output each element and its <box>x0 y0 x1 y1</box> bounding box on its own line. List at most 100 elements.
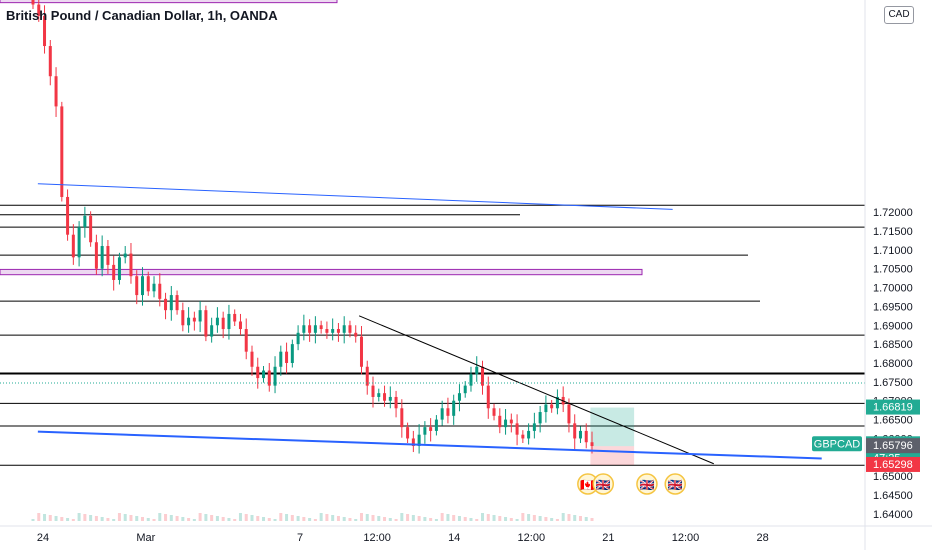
candle[interactable] <box>498 415 502 428</box>
candle[interactable] <box>504 419 508 428</box>
candle[interactable] <box>285 351 289 363</box>
uk-flag-icon[interactable] <box>592 473 615 495</box>
candle[interactable] <box>215 317 219 326</box>
candle[interactable] <box>354 332 358 337</box>
candle[interactable] <box>31 0 35 5</box>
candle[interactable] <box>463 385 467 394</box>
candle[interactable] <box>319 325 323 330</box>
candle[interactable] <box>296 332 300 345</box>
candle[interactable] <box>89 215 93 243</box>
candle[interactable] <box>388 396 392 401</box>
candle[interactable] <box>365 366 369 386</box>
candle[interactable] <box>164 298 168 311</box>
candle[interactable] <box>273 366 277 386</box>
candle[interactable] <box>83 215 87 228</box>
candle[interactable] <box>509 419 513 424</box>
uk-flag-icon[interactable] <box>664 473 686 495</box>
candle[interactable] <box>238 321 242 330</box>
candle[interactable] <box>227 313 231 330</box>
candle[interactable] <box>417 434 421 447</box>
candle[interactable] <box>457 393 461 401</box>
candle[interactable] <box>123 253 127 258</box>
candle[interactable] <box>452 400 456 416</box>
candle[interactable] <box>406 427 410 439</box>
candle[interactable] <box>192 317 196 322</box>
candle[interactable] <box>94 242 98 269</box>
stop-loss-zone[interactable] <box>590 446 635 465</box>
candle[interactable] <box>481 366 485 386</box>
price-tag[interactable] <box>866 438 920 454</box>
candle[interactable] <box>302 325 306 333</box>
candle[interactable] <box>567 404 571 424</box>
candle[interactable] <box>325 329 329 333</box>
candle[interactable] <box>573 423 577 439</box>
candle[interactable] <box>256 366 260 379</box>
candle[interactable] <box>112 264 116 280</box>
candle[interactable] <box>290 344 294 363</box>
candle[interactable] <box>394 396 398 409</box>
candle[interactable] <box>250 351 254 367</box>
candle[interactable] <box>578 430 582 439</box>
candle[interactable] <box>348 325 352 333</box>
candle[interactable] <box>262 370 266 379</box>
candle[interactable] <box>486 385 490 409</box>
candle[interactable] <box>152 283 156 292</box>
candle[interactable] <box>135 276 139 296</box>
candle[interactable] <box>446 408 450 416</box>
candle[interactable] <box>37 4 41 16</box>
candle[interactable] <box>469 374 473 386</box>
candle[interactable] <box>267 370 271 386</box>
candle[interactable] <box>244 329 248 352</box>
candle[interactable] <box>440 408 444 420</box>
uk-flag-icon[interactable] <box>636 473 658 495</box>
price-tag[interactable] <box>866 399 920 415</box>
candle[interactable] <box>158 283 162 299</box>
candle[interactable] <box>313 325 317 333</box>
candle[interactable] <box>60 106 64 197</box>
candle[interactable] <box>71 234 75 258</box>
candle[interactable] <box>590 442 594 447</box>
candle[interactable] <box>532 423 536 431</box>
price-tag[interactable] <box>866 456 920 472</box>
candle[interactable] <box>279 351 283 367</box>
candle[interactable] <box>411 438 415 447</box>
candle[interactable] <box>308 325 312 333</box>
candle[interactable] <box>233 313 237 322</box>
candle[interactable] <box>371 385 375 397</box>
candle[interactable] <box>100 246 104 269</box>
candle[interactable] <box>538 412 542 424</box>
candle[interactable] <box>175 295 179 311</box>
candle[interactable] <box>555 396 559 409</box>
candle[interactable] <box>584 430 588 443</box>
candle[interactable] <box>492 408 496 416</box>
candle[interactable] <box>169 295 173 311</box>
supply-zone[interactable] <box>0 268 643 276</box>
candle[interactable] <box>423 427 427 435</box>
candle[interactable] <box>187 317 191 326</box>
candle[interactable] <box>140 276 144 296</box>
trendline-upper[interactable] <box>37 183 673 210</box>
take-profit-zone[interactable] <box>590 407 635 447</box>
candle[interactable] <box>331 329 335 333</box>
candle[interactable] <box>383 393 387 401</box>
candle[interactable] <box>434 419 438 431</box>
candle[interactable] <box>544 404 548 413</box>
currency-badge[interactable]: CAD <box>884 6 914 24</box>
candle[interactable] <box>400 408 404 428</box>
candle[interactable] <box>521 434 525 439</box>
candle[interactable] <box>475 366 479 375</box>
candle[interactable] <box>359 336 363 367</box>
candle[interactable] <box>181 310 185 326</box>
candle[interactable] <box>129 253 133 277</box>
candle[interactable] <box>429 427 433 431</box>
candle[interactable] <box>66 196 70 235</box>
candle[interactable] <box>221 317 225 330</box>
candle[interactable] <box>117 257 121 280</box>
candle[interactable] <box>515 423 519 435</box>
trendline-support[interactable] <box>37 430 822 460</box>
candle[interactable] <box>527 430 531 439</box>
symbol-tag[interactable] <box>812 436 862 452</box>
candle[interactable] <box>106 246 110 265</box>
candle[interactable] <box>77 227 81 258</box>
